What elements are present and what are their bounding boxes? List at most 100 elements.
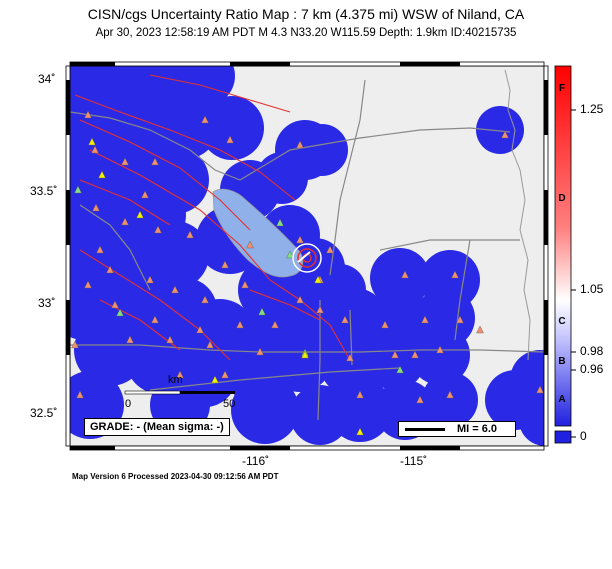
station-triangle: [171, 285, 179, 294]
km-scale-max: 50: [223, 398, 236, 410]
uncertainty-blob: [200, 96, 264, 160]
station-triangle: [201, 295, 209, 304]
colorado-river: [504, 69, 531, 361]
mi-legend: MI = 6.0: [398, 421, 516, 437]
colorbar-letter-c: C: [558, 316, 566, 327]
station-triangle: [316, 305, 324, 314]
station-triangle: [446, 390, 454, 399]
uncertainty-blob: [365, 330, 425, 390]
station-triangle-yellow: [356, 427, 364, 436]
colorbar-letter-b: B: [558, 356, 566, 367]
station-triangle-green: [116, 308, 124, 317]
station-triangle: [141, 190, 149, 199]
station-triangle: [451, 270, 459, 279]
lat-label-32-5: 32.5˚: [30, 406, 58, 420]
station-triangle: [221, 370, 229, 379]
lat-label-33-5: 33.5˚: [30, 184, 58, 198]
station-triangle: [296, 140, 304, 149]
station-triangle: [346, 353, 354, 362]
colorbar-letter-a: A: [558, 394, 566, 405]
km-scale-unit: km: [168, 374, 183, 386]
station-triangle: [326, 245, 334, 254]
uncertainty-blob: [370, 248, 430, 308]
station-triangle: [92, 203, 100, 212]
colorbar: [554, 65, 572, 427]
lat-label-34: 34˚: [38, 72, 56, 86]
station-triangle: [151, 157, 159, 166]
station-triangle: [436, 345, 444, 354]
uncertainty-blob: [314, 264, 366, 316]
salton-sea: [212, 188, 304, 278]
station-triangle: [201, 115, 209, 124]
uncertainty-blob: [422, 372, 478, 428]
station-triangle: [154, 225, 162, 234]
colorbar-tick-1-05: 1.05: [580, 282, 604, 296]
colorbar-zero-swatch: [554, 430, 572, 444]
station-triangle: [106, 265, 114, 274]
uncertainty-blob: [296, 124, 348, 176]
station-triangle: [151, 315, 159, 324]
station-triangle: [501, 130, 509, 139]
lon-label-115: -115˚: [400, 454, 428, 468]
station-triangle-yellow: [88, 137, 96, 146]
station-triangle-yellow: [314, 275, 322, 284]
grade-box: GRADE: - (Mean sigma: -): [84, 418, 230, 436]
station-triangle: [71, 340, 79, 349]
station-triangle: [456, 315, 464, 324]
station-triangle-yellow: [211, 375, 219, 384]
station-triangle: [296, 235, 304, 244]
station-triangle: [176, 370, 184, 379]
km-scale-zero: 0: [125, 398, 132, 410]
frame-ticks: [65, 61, 549, 451]
station-triangle: [226, 135, 234, 144]
station-triangle-green: [286, 250, 294, 259]
station-triangle: [206, 340, 214, 349]
lat-label-33: 33˚: [38, 296, 56, 310]
faults: [74, 74, 351, 361]
station-triangle-green: [258, 307, 266, 316]
colorbar-tick-0: 0: [580, 429, 587, 443]
station-triangle: [146, 275, 154, 284]
station-triangle: [341, 315, 349, 324]
station-triangle-green: [276, 218, 284, 227]
uncertainty-blob: [519, 394, 544, 446]
station-triangle-yellow: [98, 170, 106, 179]
colorbar-letter-f: F: [558, 83, 566, 94]
station-triangle: [411, 350, 419, 359]
colorbar-tick-0-96: 0.96: [580, 362, 604, 376]
uncertainty-blob: [420, 250, 480, 310]
map-content: [70, 66, 544, 446]
station-triangle: [391, 350, 399, 359]
station-triangle: [476, 325, 484, 334]
uncertainty-blob: [231, 376, 299, 444]
uncertainty-blob: [328, 378, 392, 442]
colorbar-tick-0-98: 0.98: [580, 344, 604, 358]
station-triangle: [381, 320, 389, 329]
station-triangle: [91, 145, 99, 154]
station-triangle-green: [396, 365, 404, 374]
station-triangle: [536, 385, 544, 394]
station-triangle: [221, 260, 229, 269]
colorbar-tick-1-25: 1.25: [580, 102, 604, 116]
station-triangle: [271, 320, 279, 329]
station-triangle: [256, 347, 264, 356]
map-title: CISN/cgs Uncertainty Ratio Map : 7 km (4…: [87, 6, 525, 22]
roads: [70, 79, 544, 421]
colorbar-letter-d: D: [558, 193, 566, 204]
km-scale-bar: [124, 390, 235, 395]
uncertainty-blob: [151, 91, 219, 159]
epicenter-marker: [292, 243, 322, 273]
station-triangle: [96, 245, 104, 254]
station-triangle: [76, 390, 84, 399]
colorbar-ticks: [571, 109, 576, 438]
station-triangle: [236, 320, 244, 329]
station-triangle: [166, 335, 174, 344]
station-triangle-green: [74, 185, 82, 194]
station-triangle: [126, 335, 134, 344]
mi-legend-line: [405, 428, 445, 431]
lon-label-116: -116˚: [242, 454, 270, 468]
seismic-stations: [71, 110, 544, 436]
footer-version: Map Version 6 Processed 2023-04-30 09:12…: [72, 472, 279, 481]
uncertainty-blob: [476, 106, 524, 154]
